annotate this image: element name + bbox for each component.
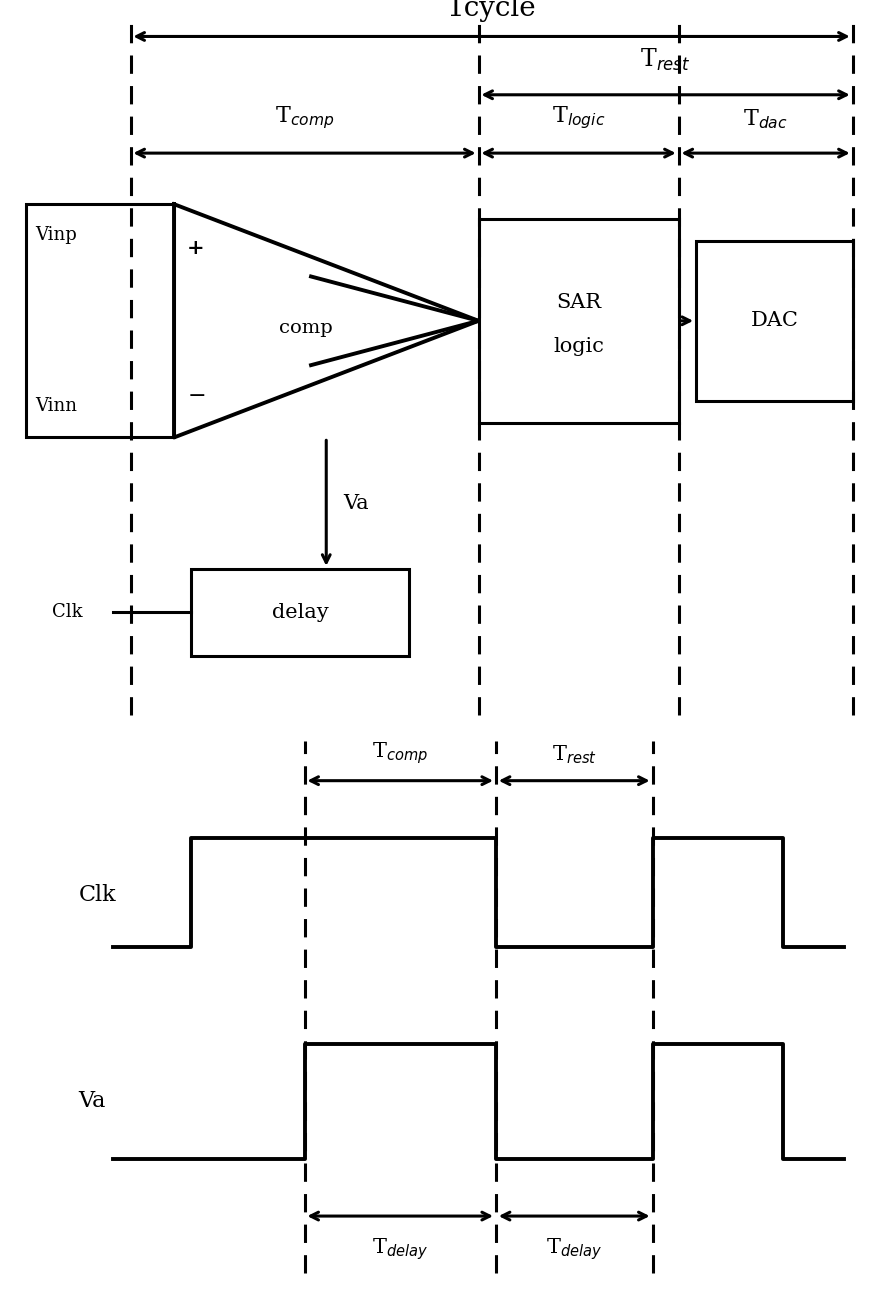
Text: T$_{delay}$: T$_{delay}$ [372,1236,428,1262]
Text: +: + [187,238,204,258]
Text: T$_{delay}$: T$_{delay}$ [546,1236,601,1262]
Text: DAC: DAC [749,311,798,331]
Text: Clk: Clk [78,884,116,906]
Text: T$_{rest}$: T$_{rest}$ [640,47,690,73]
Text: T$_{rest}$: T$_{rest}$ [551,743,596,767]
Text: T$_{comp}$: T$_{comp}$ [275,104,334,132]
Text: T$_{logic}$: T$_{logic}$ [551,104,605,132]
Text: Vinp: Vinp [35,227,76,245]
Text: T$_{dac}$: T$_{dac}$ [742,108,787,132]
Bar [191,569,408,656]
Text: delay: delay [271,603,328,622]
Text: T$_{comp}$: T$_{comp}$ [372,741,428,767]
Text: logic: logic [553,337,603,355]
Text: Vinn: Vinn [35,397,76,415]
Text: 1cycle: 1cycle [446,0,536,22]
Bar [478,219,678,423]
Bar [695,241,852,401]
Text: Va: Va [78,1091,105,1112]
Text: $-$: $-$ [187,383,205,405]
Text: comp: comp [278,319,332,337]
Bar [26,204,174,437]
Text: Va: Va [343,493,368,513]
Text: SAR: SAR [555,293,600,312]
Text: Clk: Clk [52,603,83,621]
